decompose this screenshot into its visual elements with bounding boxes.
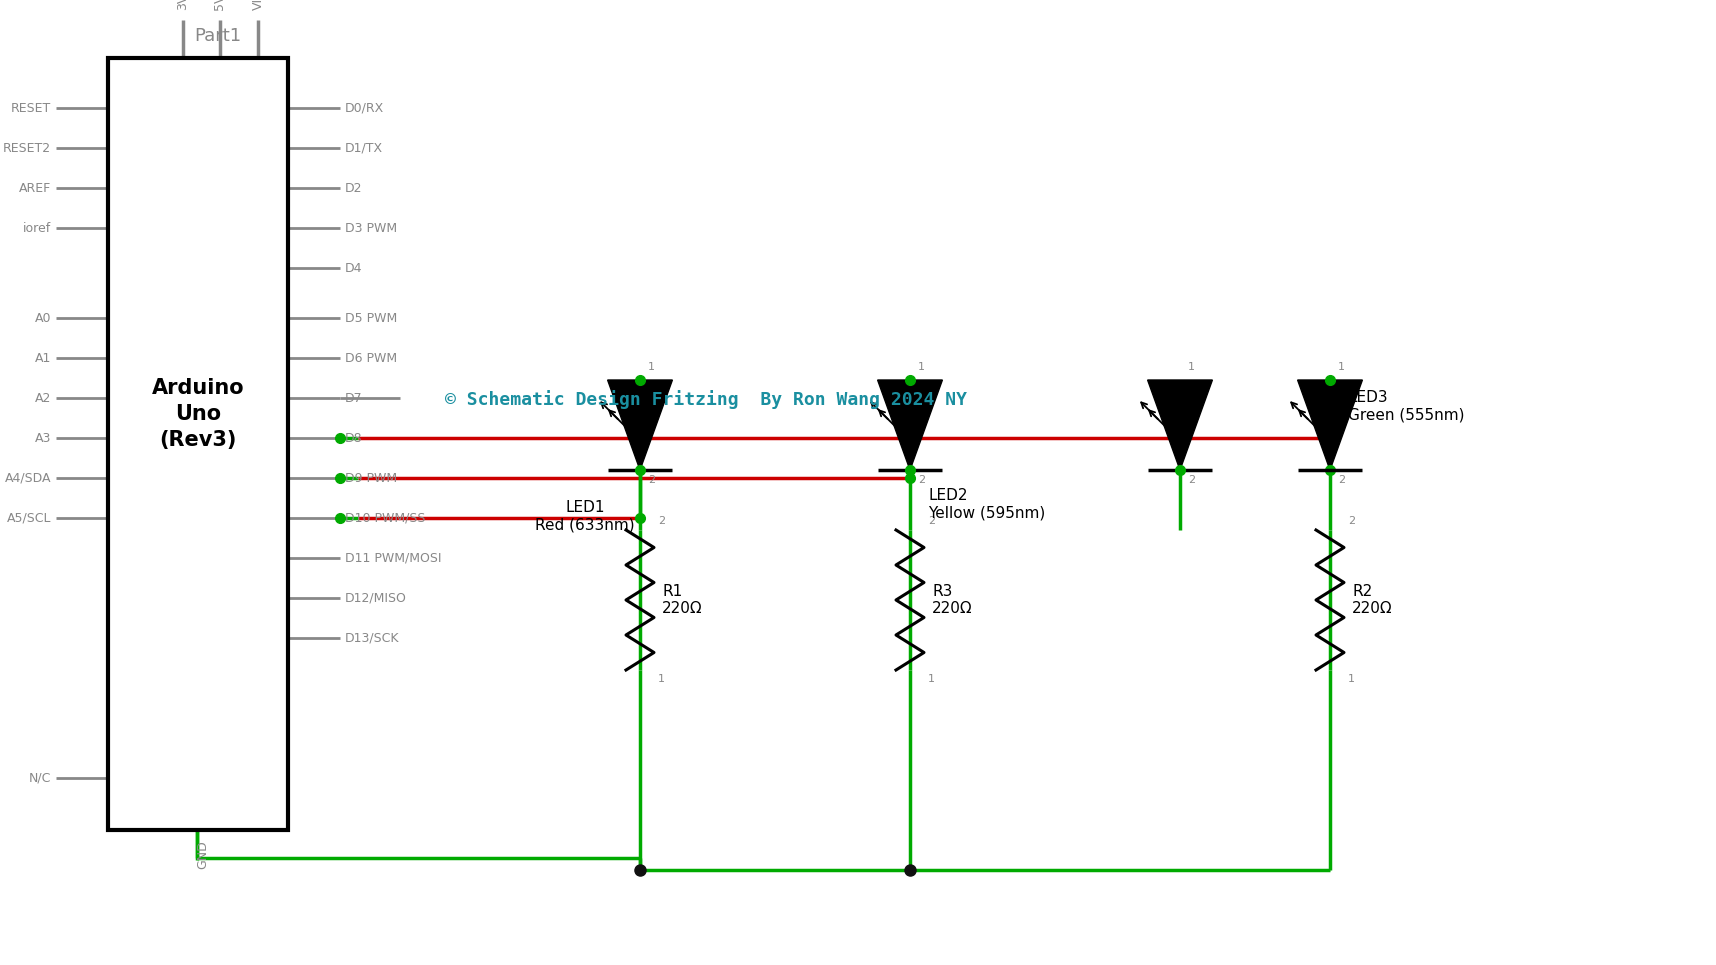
Polygon shape xyxy=(1297,380,1363,470)
Text: A2: A2 xyxy=(34,392,51,404)
Text: © Schematic Design Fritzing  By Ron Wang 2024 NY: © Schematic Design Fritzing By Ron Wang … xyxy=(444,391,968,409)
Text: 2: 2 xyxy=(649,475,656,485)
Text: RESET2: RESET2 xyxy=(3,142,51,154)
Text: 2: 2 xyxy=(1338,475,1345,485)
Text: AREF: AREF xyxy=(19,181,51,195)
Text: 1: 1 xyxy=(1338,362,1345,372)
Text: D0/RX: D0/RX xyxy=(345,101,384,115)
Text: D7: D7 xyxy=(345,392,362,404)
Text: D1/TX: D1/TX xyxy=(345,142,383,154)
Text: A5/SCL: A5/SCL xyxy=(7,511,51,525)
Text: D11 PWM/MOSI: D11 PWM/MOSI xyxy=(345,552,441,565)
Text: GND: GND xyxy=(197,840,209,868)
Text: 2: 2 xyxy=(1187,475,1194,485)
Text: D2: D2 xyxy=(345,181,362,195)
Text: D13/SCK: D13/SCK xyxy=(345,631,400,645)
Text: A4/SDA: A4/SDA xyxy=(5,472,51,484)
Text: LED2
Yellow (595nm): LED2 Yellow (595nm) xyxy=(928,488,1045,520)
Text: A1: A1 xyxy=(34,351,51,365)
Text: R3
220Ω: R3 220Ω xyxy=(932,584,973,617)
Text: ioref: ioref xyxy=(22,222,51,234)
Text: 5V: 5V xyxy=(213,0,227,10)
Text: Arduino
Uno
(Rev3): Arduino Uno (Rev3) xyxy=(151,377,244,451)
Polygon shape xyxy=(1148,380,1213,470)
Text: D12/MISO: D12/MISO xyxy=(345,592,407,604)
Polygon shape xyxy=(607,380,673,470)
Text: VIN: VIN xyxy=(252,0,264,10)
Text: 2: 2 xyxy=(1349,516,1356,526)
Bar xyxy=(108,58,288,830)
Text: 1: 1 xyxy=(1187,362,1194,372)
Text: RESET: RESET xyxy=(10,101,51,115)
Text: N/C: N/C xyxy=(29,771,51,785)
Text: 1: 1 xyxy=(649,362,656,372)
Text: D6 PWM: D6 PWM xyxy=(345,351,396,365)
Text: D5 PWM: D5 PWM xyxy=(345,312,396,324)
Text: 2: 2 xyxy=(928,516,935,526)
Text: A3: A3 xyxy=(34,431,51,445)
Text: LED3
Green (555nm): LED3 Green (555nm) xyxy=(1349,390,1464,423)
Text: D8: D8 xyxy=(345,431,362,445)
Text: LED1
Red (633nm): LED1 Red (633nm) xyxy=(535,500,635,533)
Polygon shape xyxy=(877,380,942,470)
Text: A0: A0 xyxy=(34,312,51,324)
Text: 1: 1 xyxy=(657,674,666,684)
Text: R1
220Ω: R1 220Ω xyxy=(662,584,702,617)
Text: D3 PWM: D3 PWM xyxy=(345,222,396,234)
Text: D10 PWM/SS: D10 PWM/SS xyxy=(345,511,426,525)
Text: 2: 2 xyxy=(918,475,925,485)
Text: 1: 1 xyxy=(1349,674,1356,684)
Text: D4: D4 xyxy=(345,262,362,274)
Text: D9 PWM: D9 PWM xyxy=(345,472,396,484)
Text: 1: 1 xyxy=(918,362,925,372)
Text: 3V3: 3V3 xyxy=(177,0,189,10)
Text: 1: 1 xyxy=(928,674,935,684)
Text: 2: 2 xyxy=(657,516,666,526)
Text: Part1: Part1 xyxy=(194,27,242,45)
Text: R2
220Ω: R2 220Ω xyxy=(1352,584,1393,617)
